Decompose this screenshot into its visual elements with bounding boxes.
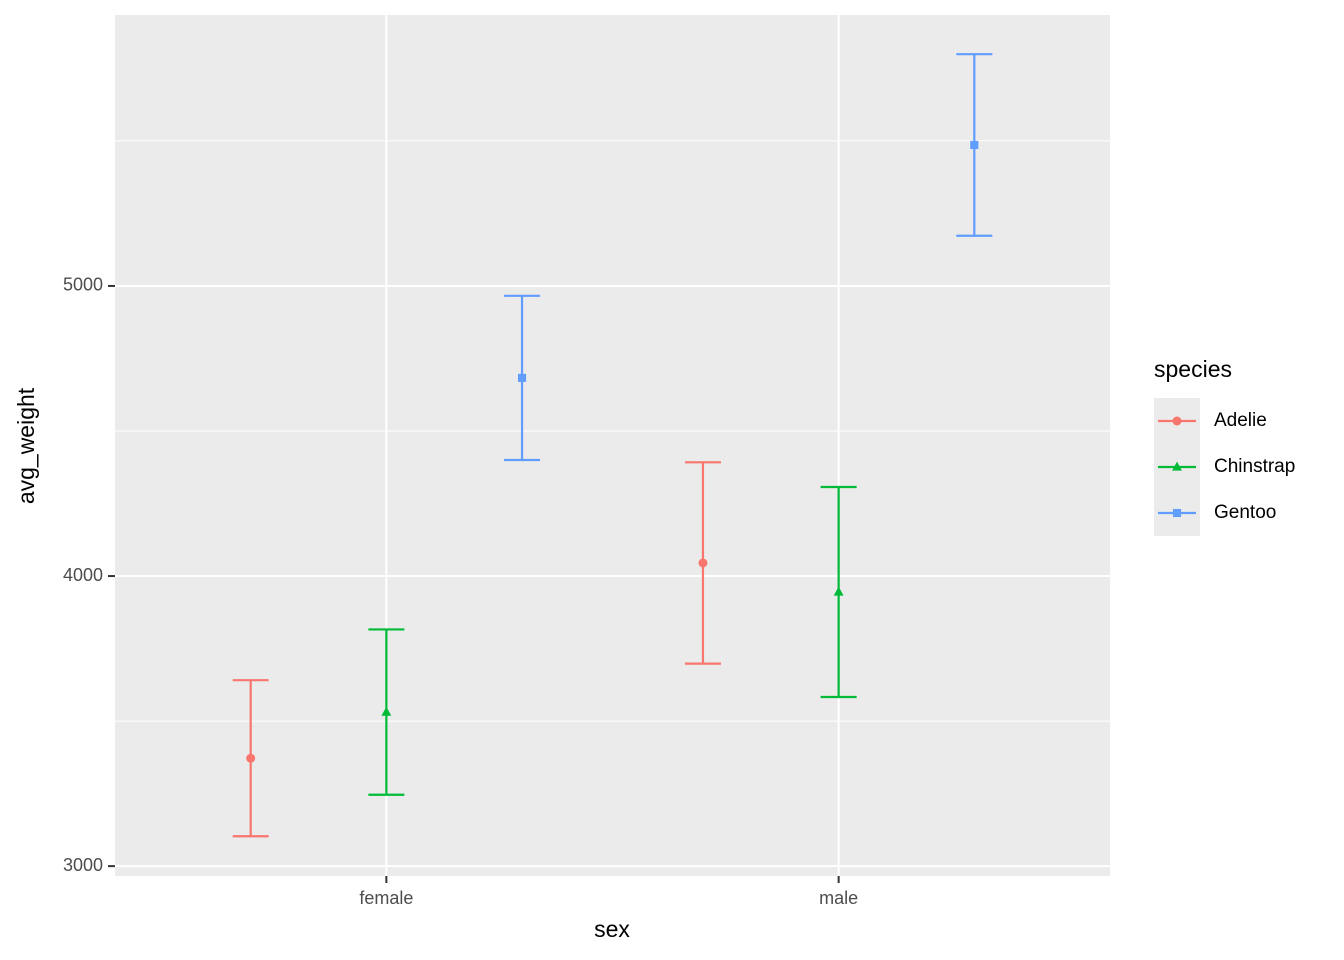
legend-entry: Gentoo — [1158, 502, 1276, 523]
point — [970, 140, 979, 150]
point — [698, 558, 708, 568]
legend-entry: Chinstrap — [1158, 456, 1295, 477]
point — [517, 373, 527, 382]
legend-marker — [1172, 461, 1182, 471]
legend-label: Adelie — [1214, 410, 1267, 431]
point — [246, 753, 256, 763]
legend-entry: Adelie — [1158, 410, 1267, 431]
x-axis-title: sex — [594, 916, 630, 942]
y-tick-label: 4000 — [63, 565, 103, 585]
legend-title: species — [1154, 356, 1232, 382]
panel — [115, 15, 1110, 876]
y-axis-title: avg_weight — [13, 387, 39, 504]
point — [833, 586, 844, 596]
legend-label: Chinstrap — [1214, 456, 1295, 477]
y-tick-label: 3000 — [63, 855, 103, 875]
y-tick-label: 5000 — [63, 275, 103, 295]
x-tick-label: male — [819, 888, 858, 908]
legend-marker — [1172, 416, 1182, 426]
point — [381, 706, 392, 716]
x-tick-label: female — [359, 888, 413, 908]
legend-marker — [1172, 508, 1182, 518]
legend-label: Gentoo — [1214, 502, 1276, 523]
